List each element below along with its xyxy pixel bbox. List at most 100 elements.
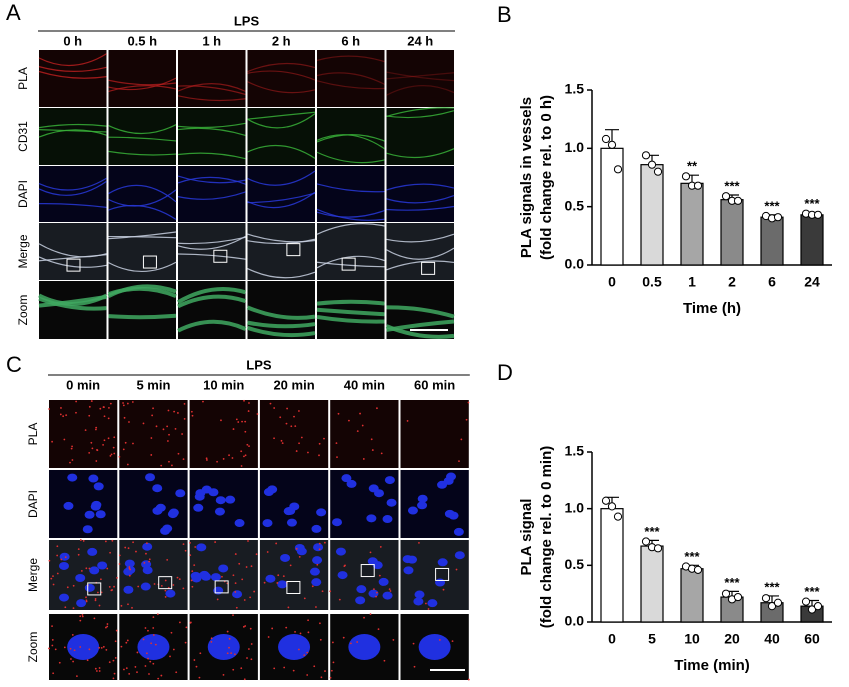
significance-label: *** (764, 198, 780, 213)
dot (349, 642, 352, 645)
dot (331, 641, 334, 644)
nucleus (124, 559, 135, 568)
dot (98, 667, 101, 669)
column-label: 0.5 h (127, 33, 157, 48)
dot (104, 540, 107, 543)
dot (247, 410, 250, 412)
inset-box (158, 576, 173, 590)
nucleus (267, 485, 278, 494)
nucleus (382, 591, 393, 600)
dot (321, 590, 324, 593)
dot (319, 638, 322, 641)
dot (112, 659, 115, 662)
micrograph (177, 50, 246, 107)
dot (85, 567, 88, 570)
y-tick-label: 1.0 (565, 499, 585, 515)
dot (214, 541, 217, 543)
dot (51, 644, 54, 647)
nucleus (444, 509, 455, 518)
dot (425, 602, 427, 605)
micrograph-bg (386, 223, 454, 280)
data-point (641, 537, 651, 546)
dot (282, 575, 285, 578)
dot (250, 658, 253, 661)
dot (222, 458, 225, 460)
dot (177, 412, 179, 414)
dot (371, 449, 374, 451)
significance-label: *** (644, 524, 660, 539)
dot (245, 566, 248, 568)
micrograph (316, 223, 385, 280)
dot (234, 591, 237, 593)
micrograph (189, 540, 258, 610)
dot (125, 641, 128, 644)
dot (248, 402, 250, 404)
dot (210, 637, 213, 640)
nucleus (407, 555, 418, 564)
dot (128, 574, 131, 577)
dot (392, 639, 395, 641)
dot (250, 565, 253, 568)
micrograph (118, 400, 188, 468)
dot (338, 598, 341, 601)
nucleus (413, 597, 424, 606)
vessel (247, 62, 316, 73)
dot (244, 625, 247, 627)
significance-label: *** (684, 549, 700, 564)
dot (97, 591, 99, 594)
data-point (607, 140, 617, 149)
dot (375, 595, 377, 598)
dot (318, 454, 320, 457)
dot (64, 606, 67, 609)
vessel (38, 296, 107, 311)
dot (79, 646, 82, 648)
y-tick-label: 0.5 (565, 197, 585, 213)
nucleus (142, 566, 153, 575)
x-tick-label: 20 (724, 631, 740, 647)
dot (286, 407, 288, 410)
dot (380, 452, 383, 455)
nucleus (335, 547, 346, 556)
nucleus (277, 580, 288, 589)
dot (164, 579, 167, 582)
row-label: Zoom (16, 295, 30, 326)
column-label: 2 h (272, 33, 291, 48)
micrograph (108, 166, 177, 222)
vessel (247, 192, 316, 204)
dot (369, 613, 372, 616)
dot (114, 640, 117, 643)
nucleus (453, 527, 464, 536)
dot (281, 442, 284, 445)
dot (111, 539, 114, 542)
dot (248, 648, 250, 650)
x-tick-label: 6 (768, 274, 776, 290)
dot (106, 567, 109, 570)
dot (156, 613, 159, 616)
data-point (613, 512, 623, 521)
dot (256, 413, 259, 415)
dot (324, 670, 326, 672)
micrograph-bg (49, 400, 118, 468)
significance-label: *** (764, 579, 780, 594)
micrograph-bg (317, 50, 385, 107)
dot (361, 424, 364, 427)
micrograph (48, 539, 118, 610)
row-label: Merge (26, 558, 40, 592)
vessel (386, 319, 455, 332)
dot (150, 437, 153, 439)
dot (148, 673, 150, 675)
dot (190, 579, 193, 582)
dot (195, 665, 198, 668)
nucleus (145, 473, 156, 482)
bar (640, 545, 664, 623)
nucleus (286, 518, 297, 527)
nucleus (384, 476, 395, 485)
dot (246, 657, 248, 659)
x-tick-label: 60 (804, 631, 820, 647)
panel-label: C (6, 352, 22, 377)
nucleus (194, 492, 205, 501)
micrograph (246, 281, 316, 339)
dot (144, 627, 147, 629)
dot (132, 442, 134, 445)
dot (152, 662, 155, 665)
